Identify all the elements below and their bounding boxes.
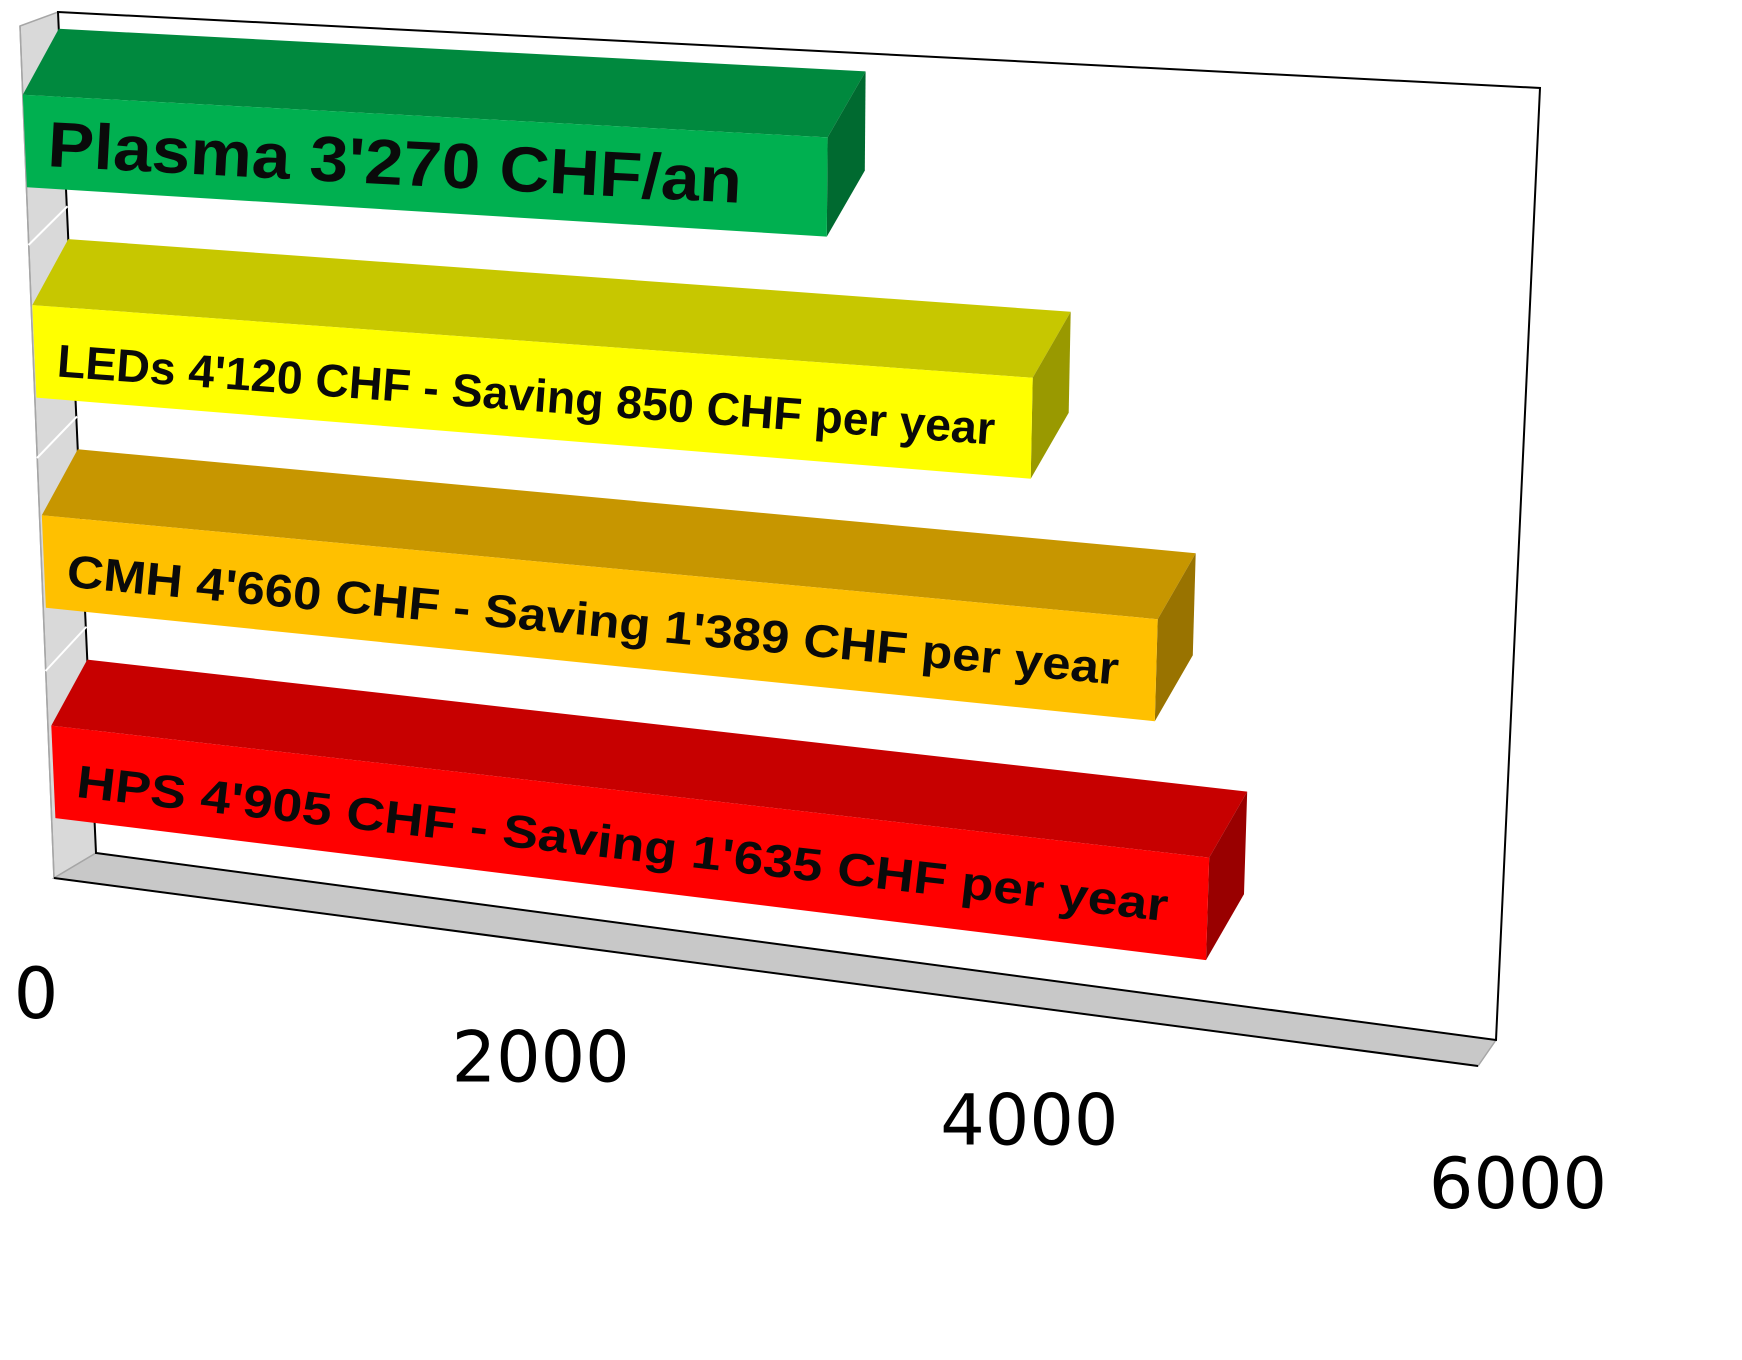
category-divider — [44, 626, 88, 672]
x-axis-ticks: 0 2000 4000 6000 — [14, 953, 1607, 1225]
bar — [41, 515, 1158, 722]
bar-top-face — [51, 659, 1248, 858]
bar-end-face — [1206, 791, 1248, 961]
category-divider — [36, 415, 78, 459]
bar-top-face — [41, 449, 1196, 620]
x-tick-label: 4000 — [940, 1080, 1118, 1162]
bar-group: Plasma 3'270 CHF/an — [22, 28, 866, 237]
bar-end-face — [826, 71, 866, 237]
bar-top-face — [22, 28, 866, 138]
bar-end-face — [1154, 553, 1196, 722]
bar — [22, 94, 828, 237]
bar — [32, 305, 1033, 479]
bar — [51, 725, 1210, 961]
x-tick-label: 2000 — [452, 1016, 630, 1098]
x-tick-label: 6000 — [1429, 1143, 1607, 1225]
category-divider — [27, 205, 69, 246]
bar-top-face — [32, 239, 1071, 378]
bar-end-face — [1030, 311, 1071, 479]
y-axis-line — [19, 25, 55, 879]
x-tick-label: 0 — [14, 953, 59, 1035]
x-axis-line — [53, 877, 1479, 1067]
